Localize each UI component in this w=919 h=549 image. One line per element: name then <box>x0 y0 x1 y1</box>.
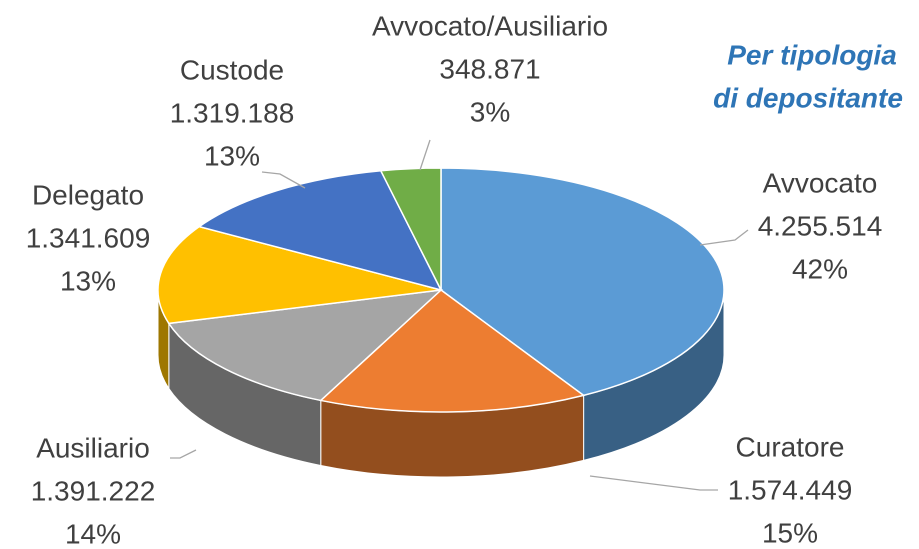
percent-label: 3% <box>470 96 510 127</box>
pie-tops <box>157 167 725 413</box>
value-label: 4.255.514 <box>758 210 883 241</box>
percent-label: 13% <box>204 140 260 171</box>
slice <box>157 225 442 325</box>
leader-line <box>170 449 197 459</box>
category-label: Curatore <box>736 431 845 462</box>
value-label: 1.341.609 <box>26 222 151 253</box>
slice <box>197 169 443 292</box>
slice <box>440 167 725 397</box>
leader-line <box>261 171 306 189</box>
category-label: Avvocato/Ausiliario <box>372 10 608 41</box>
percent-label: 13% <box>60 265 116 296</box>
category-label: Delegato <box>32 179 144 210</box>
value-label: 1.319.188 <box>170 97 295 128</box>
chart-title: di depositante <box>713 82 903 113</box>
value-label: 1.574.449 <box>728 474 853 505</box>
chart-title: Per tipologia <box>727 39 897 70</box>
slice <box>319 289 586 413</box>
slice <box>379 167 442 291</box>
leader-line <box>699 229 749 246</box>
percent-label: 14% <box>65 518 121 549</box>
leader-line <box>419 139 431 171</box>
percent-label: 15% <box>762 517 818 548</box>
category-label: Avvocato <box>763 167 878 198</box>
category-label: Custode <box>180 54 284 85</box>
value-label: 1.391.222 <box>31 475 156 506</box>
slice <box>167 288 444 402</box>
value-label: 348.871 <box>439 53 540 84</box>
labels: Avvocato 4.255.514 42% Curatore 1.574.449 15%… <box>26 10 883 549</box>
leader-line <box>589 475 718 491</box>
category-label: Ausiliario <box>36 432 150 463</box>
percent-label: 42% <box>792 253 848 284</box>
